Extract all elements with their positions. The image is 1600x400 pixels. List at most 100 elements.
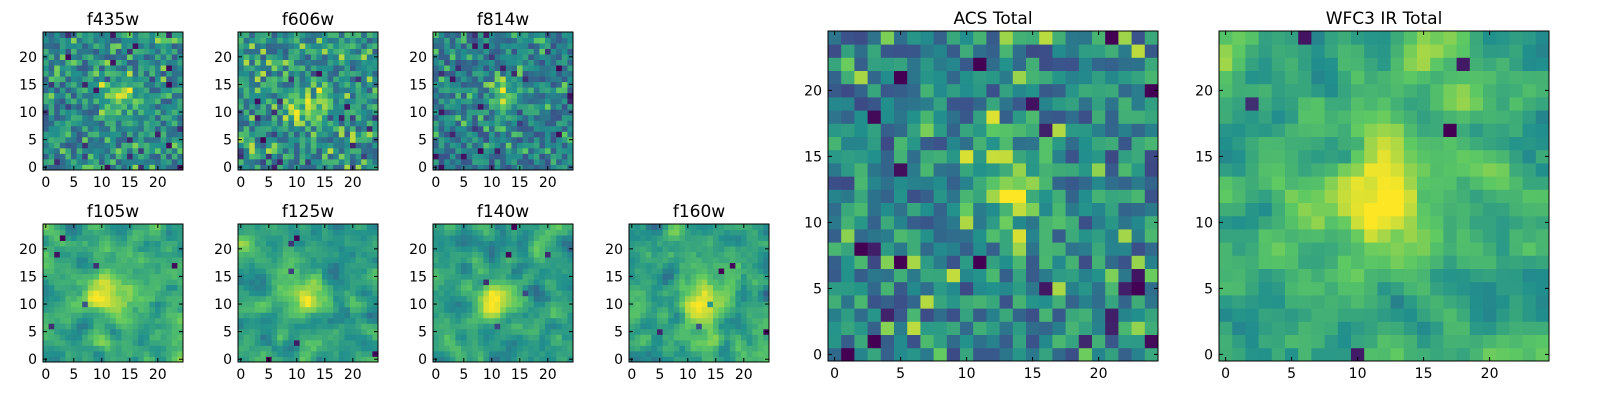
heatmap-cell xyxy=(338,262,345,269)
heatmap-cell xyxy=(729,328,736,335)
heatmap-cell xyxy=(327,120,334,127)
heatmap-cell xyxy=(138,87,145,94)
heatmap-cell xyxy=(455,109,462,116)
heatmap-cell xyxy=(288,70,295,77)
heatmap-cell xyxy=(166,251,173,258)
heatmap-cell xyxy=(93,323,100,330)
heatmap-cell xyxy=(533,350,540,357)
heatmap-cell xyxy=(238,76,244,83)
heatmap-cell xyxy=(282,350,289,357)
heatmap-cell xyxy=(43,59,49,66)
heatmap-cell xyxy=(550,350,557,357)
heatmap-cell xyxy=(266,147,272,154)
heatmap-cell xyxy=(282,65,289,72)
heatmap-cell xyxy=(539,257,546,264)
axes-frame xyxy=(432,223,574,363)
heatmap-cell xyxy=(894,295,908,309)
heatmap-cell xyxy=(310,120,317,127)
heatmap-cell xyxy=(110,98,117,105)
heatmap-cell xyxy=(466,306,473,313)
heatmap-cell xyxy=(138,268,145,275)
heatmap-cell xyxy=(143,43,150,49)
heatmap-cell xyxy=(466,103,473,110)
heatmap-cell xyxy=(350,125,356,132)
heatmap-cell xyxy=(260,273,267,280)
heatmap-cell xyxy=(629,334,635,341)
heatmap-cell xyxy=(946,189,961,203)
heatmap-cell xyxy=(59,65,66,72)
heatmap-cell xyxy=(517,251,523,258)
heatmap-cell xyxy=(629,323,635,330)
heatmap-cell xyxy=(43,235,49,241)
heatmap-cell xyxy=(121,131,128,138)
heatmap-cell xyxy=(299,345,306,352)
heatmap-cell xyxy=(350,103,356,110)
heatmap-cell xyxy=(266,87,272,94)
heatmap-cell xyxy=(249,103,256,110)
heatmap-cell xyxy=(71,306,77,313)
heatmap-cell xyxy=(556,328,563,335)
heatmap-cell xyxy=(344,301,351,308)
heatmap-cell xyxy=(99,339,105,346)
heatmap-cell xyxy=(254,98,261,105)
heatmap-cell xyxy=(166,125,173,132)
heatmap-cell xyxy=(338,317,345,324)
heatmap-cell xyxy=(746,262,753,269)
heatmap-cell xyxy=(361,32,368,38)
heatmap-cell xyxy=(361,295,368,302)
heatmap-cell xyxy=(724,262,731,269)
heatmap-cell xyxy=(522,109,529,116)
heatmap-cell xyxy=(752,240,759,247)
heatmap-cell xyxy=(305,98,312,105)
heatmap-cell xyxy=(679,246,686,252)
heatmap-cell xyxy=(539,301,546,308)
heatmap-cell xyxy=(138,131,145,138)
panel-title: f160w xyxy=(673,202,725,222)
heatmap-cell xyxy=(110,32,117,38)
heatmap-cell xyxy=(713,328,719,335)
heatmap-cell xyxy=(54,54,61,60)
heatmap-cell xyxy=(1052,202,1066,217)
heatmap-cell xyxy=(455,158,462,165)
heatmap-cell xyxy=(82,279,89,286)
heatmap-cell xyxy=(333,98,340,105)
heatmap-cell xyxy=(556,290,563,297)
heatmap-cell xyxy=(127,301,133,308)
heatmap-cell xyxy=(299,59,306,66)
heatmap-cell xyxy=(449,125,456,132)
heatmap-cell xyxy=(344,114,351,121)
heatmap-cell xyxy=(662,262,669,269)
y-tick-label: 15 xyxy=(19,77,37,93)
heatmap-cell xyxy=(444,120,451,127)
heatmap-cell xyxy=(93,301,100,308)
heatmap-cell xyxy=(65,125,72,132)
heatmap-cell xyxy=(973,215,987,230)
heatmap-cell xyxy=(166,323,173,330)
heatmap-cell xyxy=(104,103,111,110)
heatmap-cell xyxy=(43,120,49,127)
heatmap-cell xyxy=(701,306,708,313)
heatmap-cell xyxy=(110,312,117,319)
heatmap-cell xyxy=(127,235,133,241)
heatmap-cell xyxy=(104,268,111,275)
heatmap-cell xyxy=(662,301,669,308)
heatmap-cell xyxy=(366,317,373,324)
heatmap-cell xyxy=(461,54,467,60)
heatmap-cell xyxy=(372,257,379,264)
heatmap-cell xyxy=(143,350,150,357)
heatmap-cell xyxy=(472,350,479,357)
heatmap-cell xyxy=(71,142,77,149)
heatmap-cell xyxy=(701,290,708,297)
heatmap-cell xyxy=(271,48,278,55)
heatmap-cell xyxy=(433,295,439,302)
heatmap-cell xyxy=(455,224,462,230)
heatmap-cell xyxy=(71,235,77,241)
heatmap-cell xyxy=(361,317,368,324)
heatmap-cell xyxy=(662,257,669,264)
heatmap-cell xyxy=(366,87,373,94)
heatmap-cell xyxy=(121,54,128,60)
heatmap-cell xyxy=(920,308,934,322)
heatmap-cell xyxy=(310,37,317,44)
heatmap-cell xyxy=(483,70,490,77)
heatmap-cell xyxy=(550,48,557,55)
